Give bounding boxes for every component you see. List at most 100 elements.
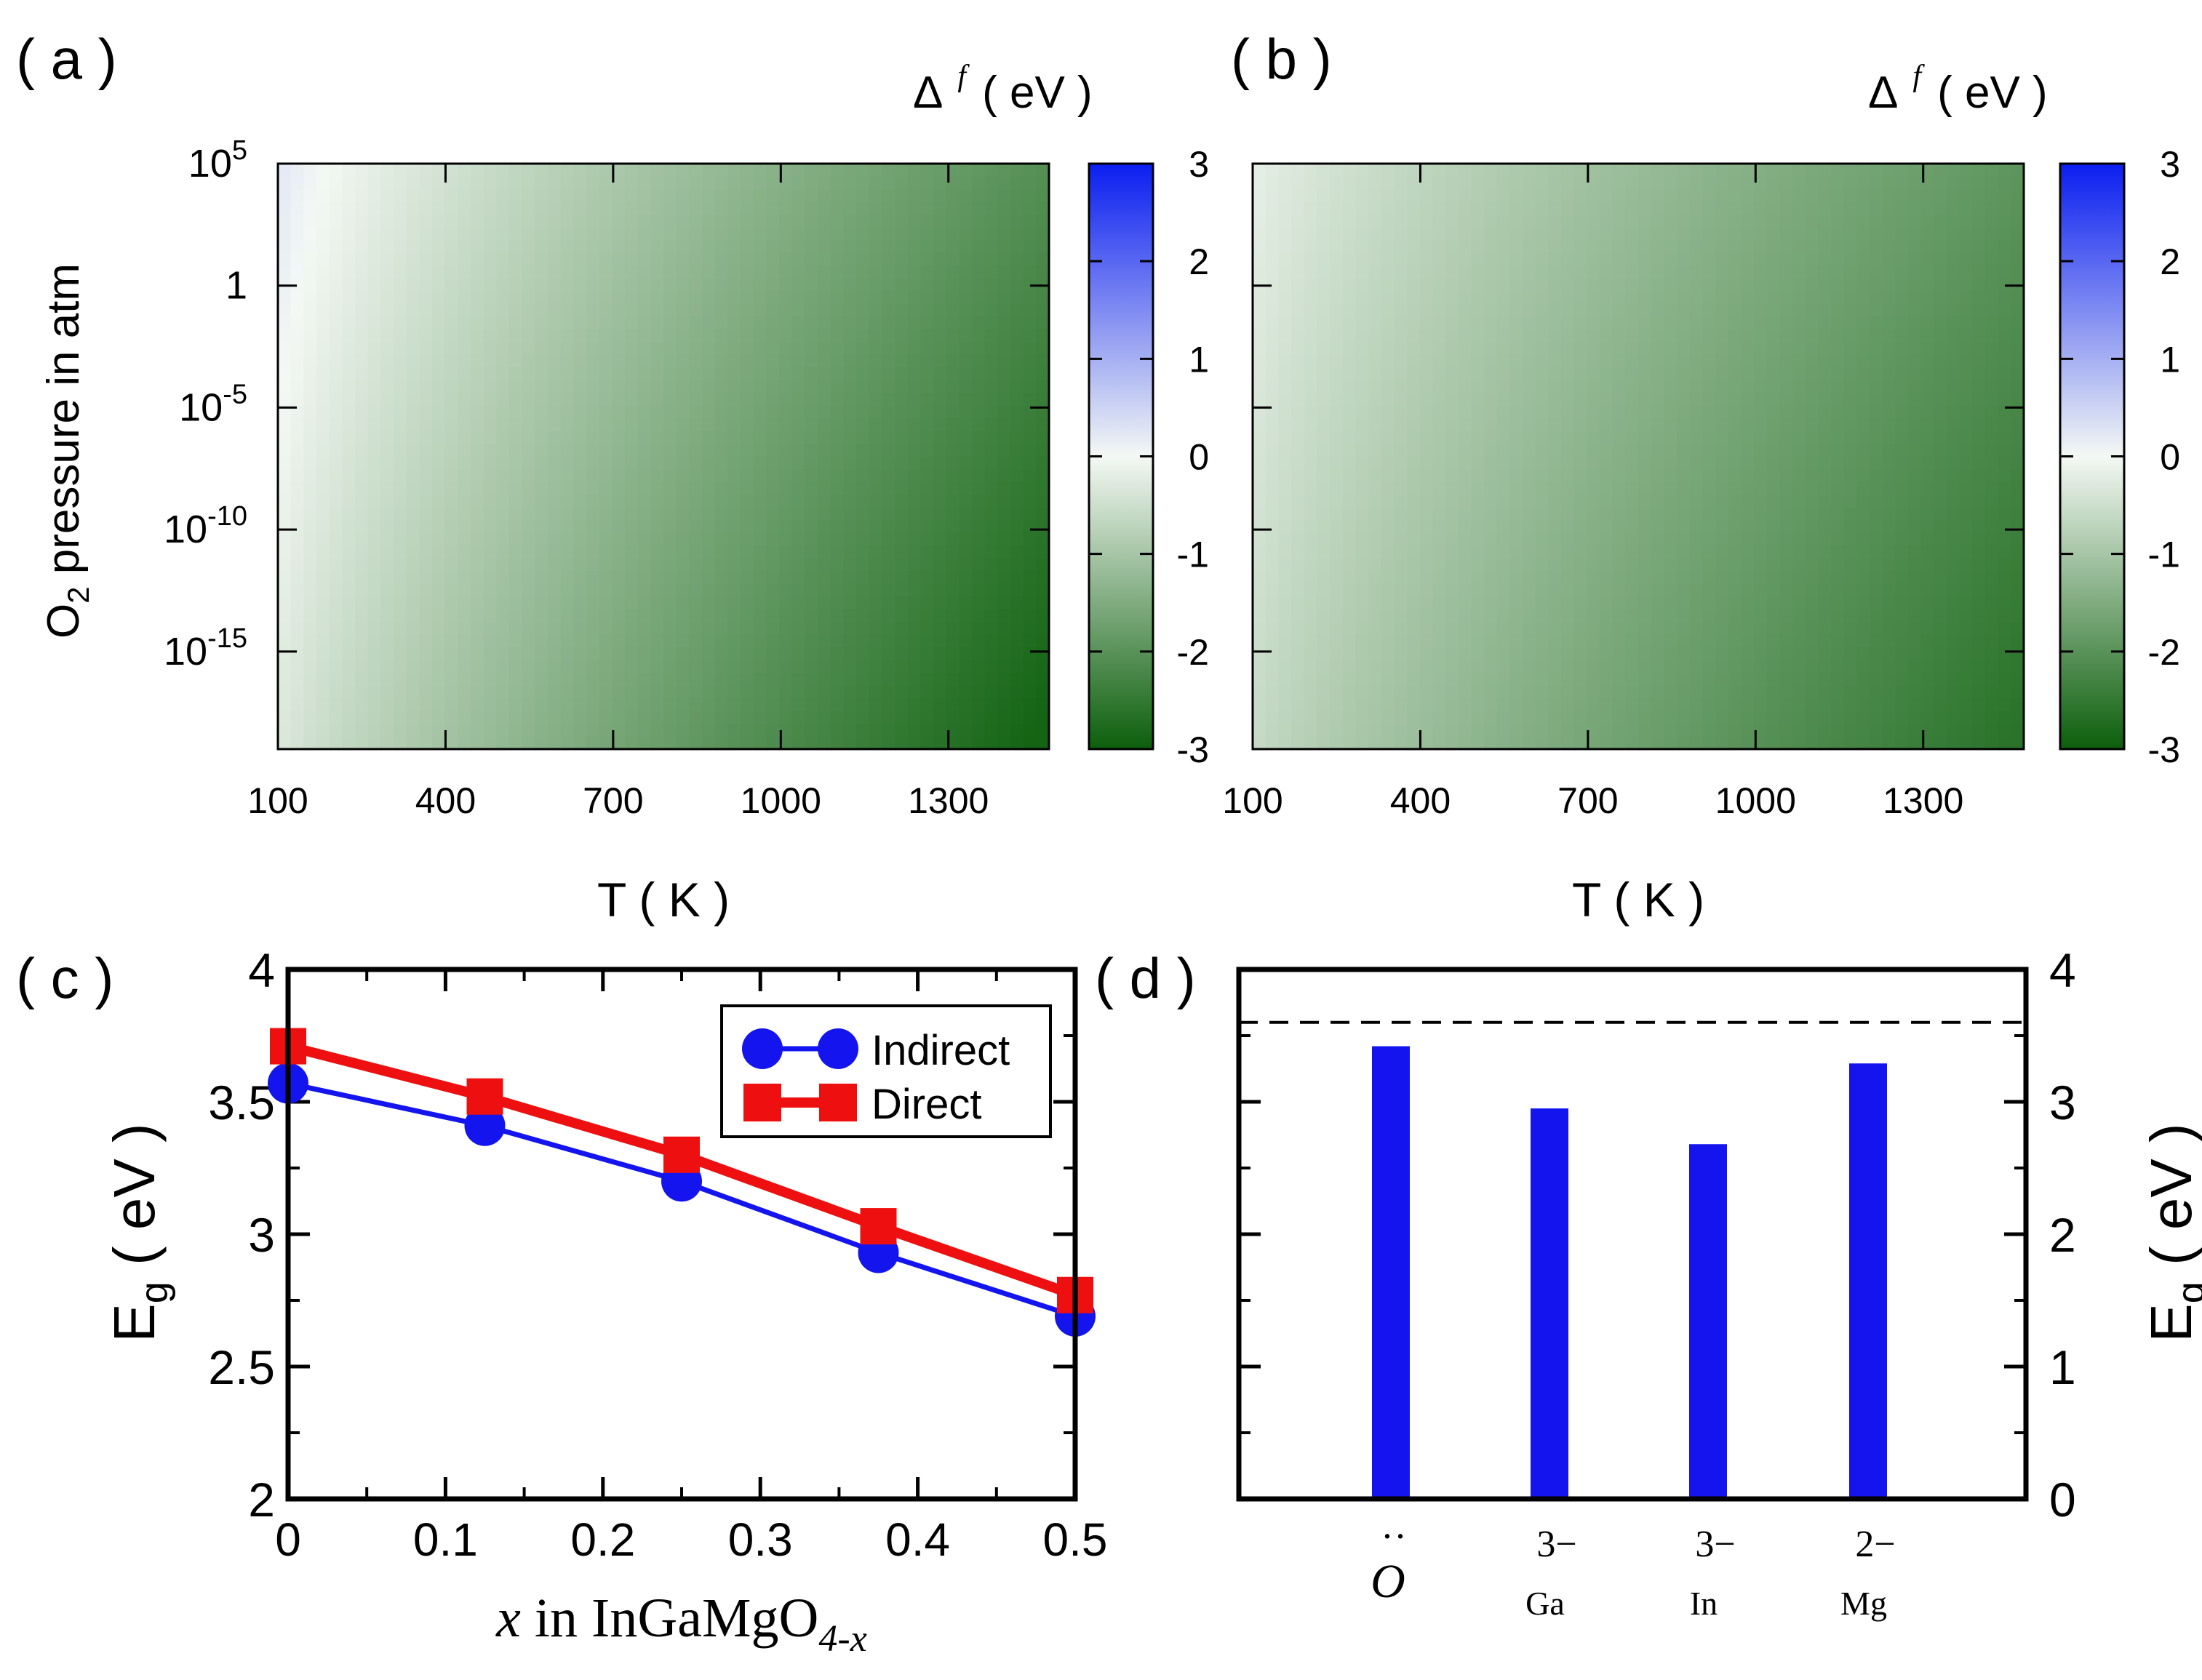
heatmap-cell: [1368, 342, 1382, 356]
heatmap-cell: [367, 380, 382, 393]
heatmap-cell: [1394, 380, 1408, 393]
heatmap-a-cells: [278, 164, 1050, 750]
heatmap-cell: [727, 265, 741, 279]
heatmap-cell: [1407, 698, 1421, 712]
heatmap-cell: [791, 278, 806, 292]
heatmap-cell: [483, 393, 498, 407]
heatmap-cell: [1754, 495, 1768, 508]
heatmap-cell: [1523, 444, 1536, 457]
heatmap-cell: [458, 316, 471, 330]
heatmap-cell: [483, 711, 498, 724]
heatmap-cell: [1036, 405, 1050, 419]
heatmap-cell: [419, 215, 433, 228]
heatmap-cell: [830, 558, 845, 572]
heatmap-cell: [1766, 469, 1781, 483]
heatmap-cell: [1342, 227, 1357, 241]
heatmap-cell: [1766, 634, 1781, 648]
heatmap-cell: [818, 367, 831, 381]
heatmap-cell: [984, 609, 999, 623]
heatmap-cell: [548, 698, 562, 712]
heatmap-cell: [1330, 532, 1344, 546]
heatmap-cell: [1523, 227, 1536, 241]
heatmap-cell: [933, 609, 947, 623]
heatmap-cell: [586, 380, 600, 393]
heatmap-cell: [1638, 596, 1652, 610]
heatmap-cell: [1304, 227, 1318, 241]
heatmap-cell: [458, 545, 471, 559]
heatmap-cell: [586, 660, 600, 673]
heatmap-cell: [1741, 660, 1755, 673]
heatmap-cell: [869, 316, 883, 330]
heatmap-cell: [548, 481, 562, 495]
heatmap-cell: [714, 673, 729, 687]
heatmap-cell: [753, 354, 767, 368]
heatmap-cell: [1010, 176, 1024, 190]
heatmap-cell: [471, 507, 484, 521]
heatmap-cell: [1702, 291, 1716, 305]
heatmap-cell: [1677, 609, 1691, 623]
heatmap-cell: [290, 342, 305, 356]
heatmap-cell: [1278, 176, 1292, 190]
heatmap-cell: [535, 291, 548, 305]
heatmap-cell: [650, 660, 664, 673]
heatmap-cell: [612, 736, 626, 750]
heatmap-cell: [1265, 265, 1280, 279]
heatmap-cell: [471, 393, 484, 407]
heatmap-cell: [535, 367, 548, 381]
heatmap-cell: [1754, 201, 1768, 215]
heatmap-cell: [548, 393, 562, 407]
heatmap-cell: [1677, 520, 1691, 534]
heatmap-cell: [1407, 354, 1421, 368]
heatmap-cell: [1342, 342, 1357, 356]
heatmap-cell: [1471, 303, 1485, 317]
heatmap-cell: [1419, 622, 1434, 636]
heatmap-cell: [290, 698, 305, 712]
heatmap-cell: [1856, 303, 1870, 317]
heatmap-cell: [586, 571, 600, 585]
heatmap-cell: [984, 532, 999, 546]
heatmap-cell: [1805, 265, 1819, 279]
heatmap-cell: [907, 278, 922, 292]
heatmap-cell: [1715, 367, 1729, 381]
heatmap-cell: [329, 711, 343, 724]
heatmap-cell: [1843, 215, 1858, 228]
heatmap-cell: [984, 634, 999, 648]
heatmap-cell: [522, 647, 536, 661]
heatmap-cell: [1600, 189, 1613, 203]
heatmap-cell: [972, 685, 986, 699]
heatmap-cell: [1523, 380, 1536, 393]
heatmap-cell: [1831, 698, 1845, 712]
heatmap-cell: [1355, 227, 1369, 241]
heatmap-cell: [1291, 583, 1305, 597]
heatmap-cell: [1394, 495, 1408, 508]
heatmap-cell: [1651, 303, 1665, 317]
heatmap-cell: [367, 736, 382, 750]
heatmap-cell: [612, 201, 626, 215]
heatmap-cell: [1625, 278, 1639, 292]
heatmap-cell: [560, 176, 575, 190]
heatmap-cell: [1535, 724, 1549, 737]
heatmap-cell: [1715, 176, 1729, 190]
heatmap-cell: [329, 520, 343, 534]
heatmap-cell: [766, 685, 780, 699]
heatmap-cell: [1741, 622, 1755, 636]
heatmap-cell: [1587, 495, 1600, 508]
heatmap-cell: [355, 342, 369, 356]
heatmap-cell: [1600, 583, 1613, 597]
heatmap-cell: [1381, 265, 1395, 279]
heatmap-cell: [933, 520, 947, 534]
heatmap-cell: [509, 189, 523, 203]
heatmap-cell: [1523, 240, 1536, 254]
heatmap-cell: [766, 342, 780, 356]
heatmap-cell: [1523, 342, 1536, 356]
heatmap-cell: [1036, 660, 1050, 673]
heatmap-cell: [522, 342, 536, 356]
heatmap-cell: [1766, 622, 1781, 636]
heatmap-cell: [316, 316, 330, 330]
heatmap-cell: [1728, 176, 1742, 190]
heatmap-cell: [573, 265, 587, 279]
heatmap-cell: [1573, 405, 1588, 419]
heatmap-cell: [1381, 583, 1395, 597]
heatmap-cell: [830, 215, 845, 228]
